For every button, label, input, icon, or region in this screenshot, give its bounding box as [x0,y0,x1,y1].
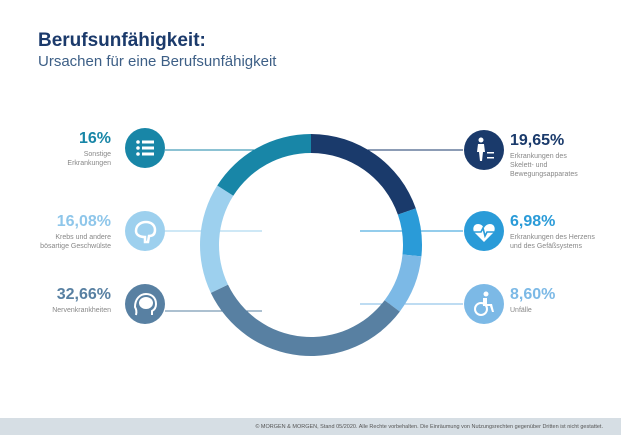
donut-slice [311,134,416,215]
donut-slice [210,284,400,357]
slice-description: Krebs und andere bösartige Geschwülste [40,234,111,250]
slice-percentage: 8,60% [510,286,556,303]
slice-percentage: 32,66% [56,286,111,303]
slice-label: 32,66% Nervenkrankheiten [0,286,111,315]
slice-description: Erkrankungen des Skelett- und Bewegungsapp… [510,153,578,178]
slice-percentage: 16,08% [56,213,111,230]
slice-description: Unfälle [510,307,532,314]
slice-percentage: 6,98% [510,213,556,230]
slice-label: 6,98% Erkrankungen des Herzens und des Gef… [510,213,621,251]
page-title: Berufsunfähigkeit: [38,30,206,51]
list-icon [125,128,165,168]
wheelchair-icon [464,284,504,324]
slice-label: 8,60% Unfälle [510,286,621,315]
donut-slice [397,208,422,257]
slice-label: 16% Sonstige Erkrankungen [0,130,111,168]
donut-slice [217,134,311,196]
slice-label: 19,65% Erkrankungen des Skelett- und Bewegu… [510,132,621,179]
head-icon [125,284,165,324]
page-subtitle: Ursachen für eine Berufsunfähigkeit [38,53,277,70]
heart-pulse-icon [464,211,504,251]
slice-description: Erkrankungen des Herzens und des Gefäßsys… [510,234,595,250]
slice-percentage: 16% [78,130,111,147]
slice-description: Nervenkrankheiten [52,307,111,314]
donut-slice [384,254,422,312]
slice-label: 16,08% Krebs und andere bösartige Geschwül… [0,213,111,251]
slice-percentage: 19,65% [510,132,565,149]
footer-copyright: © MORGEN & MORGEN, Stand 05/2020. Alle R… [0,418,621,435]
donut-slice [200,185,234,293]
slice-description: Sonstige Erkrankungen [67,151,111,167]
brain-icon [125,211,165,251]
person-with-arrows-icon [464,130,504,170]
